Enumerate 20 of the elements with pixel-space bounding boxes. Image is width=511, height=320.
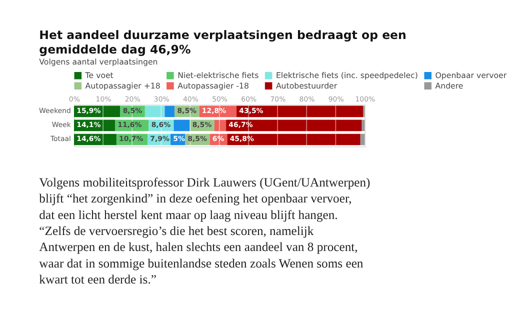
legend-label: Niet-elektrische fiets: [178, 71, 259, 80]
bar: [362, 120, 365, 132]
legend-label: Elektrische fiets (inc. speedpedelec): [276, 71, 418, 80]
legend-label: Autopassagier -18: [178, 81, 249, 90]
legend-label: Openbaar vervoer: [435, 71, 508, 80]
bar: [227, 134, 360, 146]
bar: [214, 120, 226, 132]
bar: [174, 120, 190, 132]
legend-label: Te voet: [84, 71, 114, 80]
legend-label: Andere: [435, 81, 464, 90]
bar: [226, 120, 362, 132]
legend-label: Autopassagier +18: [85, 81, 160, 90]
chart-subtitle: Volgens aantal verplaatsingen: [39, 58, 158, 67]
bar: [164, 106, 175, 118]
bar: [360, 134, 365, 146]
chart-title: Het aandeel duurzame verplaatsingen bedraagt op een gemiddelde dag 46,9%: [39, 28, 406, 57]
bar: [144, 106, 165, 118]
legend-label: Autobestuurder: [276, 81, 338, 90]
bar: [236, 106, 364, 118]
text: Volgens mobiliteitsprofessor Dirk Lauwers (UGent/UAntwerpen) blijft “het zorgenkind” in deze oefening het openbaar vervoer, dat een licht herstel kent maar op laag niveau blijft hangen. “Zelfs de vervoersregio’s die het best scoren, namelijk Antwerpen en de kust, halen slechts een aandeel van 8 procent, waar dat in sommige buitenlandse steden zoals Wenen soms een kwart tot een derde is.”: [39, 175, 370, 287]
